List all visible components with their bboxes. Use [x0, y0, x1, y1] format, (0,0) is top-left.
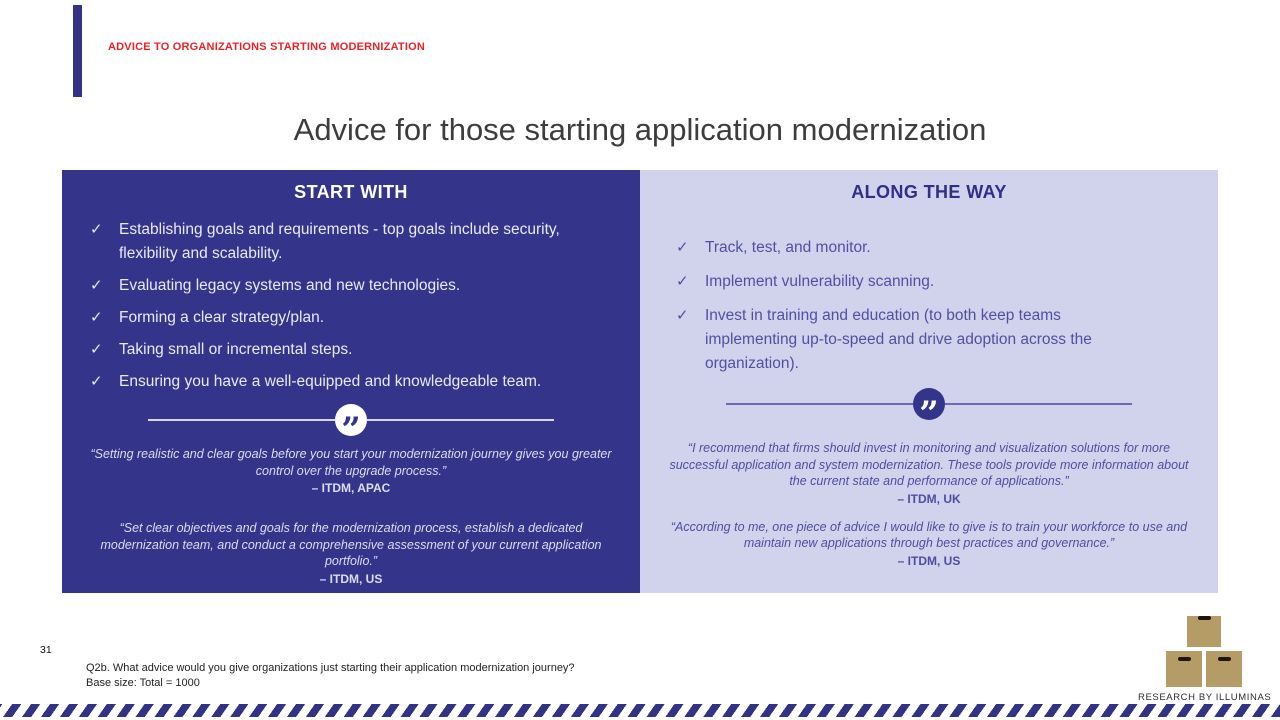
bullet-item: ✓ Track, test, and monitor. [676, 236, 1188, 260]
logo-box [1187, 616, 1221, 647]
bullet-item: ✓ Taking small or incremental steps. [90, 338, 612, 362]
quote-icon: ” [913, 388, 945, 420]
quote-text: “According to me, one piece of advice I … [670, 519, 1188, 551]
checkmark-icon: ✓ [676, 239, 689, 256]
panel-start-with-header: START WITH [294, 182, 408, 202]
bullet-item: ✓ Ensuring you have a well-equipped and … [90, 370, 612, 394]
kicker-label: ADVICE TO ORGANIZATIONS STARTING MODERNI… [108, 41, 425, 53]
checkmark-icon: ✓ [90, 373, 103, 390]
checkmark-icon: ✓ [676, 273, 689, 290]
quote-block: “Setting realistic and clear goals befor… [62, 446, 640, 496]
bullet-item: ✓ Establishing goals and requirements - … [90, 218, 612, 266]
bullet-item: ✓ Invest in training and education (to b… [676, 304, 1188, 376]
quote-attribution: – ITDM, US [897, 553, 961, 568]
checkmark-icon: ✓ [90, 309, 103, 326]
checkmark-icon: ✓ [90, 277, 103, 294]
quote-text: “Setting realistic and clear goals befor… [90, 447, 612, 478]
footnote-base-size: Base size: Total = 1000 [86, 677, 200, 689]
illuminas-logo: RESEARCH BY ILLUMINAS [1138, 610, 1272, 703]
bullet-item: ✓ Forming a clear strategy/plan. [90, 306, 612, 330]
logo-box-slot [1197, 616, 1211, 620]
start-with-bullet-list: ✓ Establishing goals and requirements - … [90, 218, 612, 394]
bottom-hatch-decoration [0, 704, 1280, 717]
start-with-quotes: “Setting realistic and clear goals befor… [62, 446, 640, 587]
quote-glyph: ” [919, 394, 939, 420]
logo-box-slot [1177, 657, 1191, 661]
quote-block: “According to me, one piece of advice I … [640, 519, 1218, 569]
logo-box-row [1166, 651, 1242, 687]
checkmark-icon: ✓ [90, 341, 103, 358]
panel-along-the-way: ALONG THE WAY ✓ Track, test, and monitor… [640, 170, 1218, 593]
checkmark-icon: ✓ [90, 221, 103, 238]
bullet-text: Invest in training and education (to bot… [705, 307, 1092, 372]
logo-caption: RESEARCH BY ILLUMINAS [1138, 692, 1272, 703]
bullet-text: Forming a clear strategy/plan. [119, 309, 325, 326]
page-number: 31 [40, 644, 52, 656]
quote-block: “I recommend that firms should invest in… [640, 440, 1218, 507]
quote-attribution: – ITDM, UK [897, 491, 961, 506]
bullet-item: ✓ Evaluating legacy systems and new tech… [90, 274, 612, 298]
quote-icon: ” [335, 404, 367, 436]
quote-attribution: – ITDM, APAC [311, 481, 391, 495]
divider-line [367, 419, 554, 421]
footnote-question: Q2b. What advice would you give organiza… [86, 662, 575, 674]
panels-container: START WITH ✓ Establishing goals and requ… [62, 170, 1218, 593]
bullet-text: Evaluating legacy systems and new techno… [119, 277, 461, 294]
bullet-text: Ensuring you have a well-equipped and kn… [119, 373, 542, 390]
along-the-way-quotes: “I recommend that firms should invest in… [640, 440, 1218, 569]
page-title: Advice for those starting application mo… [293, 112, 987, 147]
along-the-way-bullet-list: ✓ Track, test, and monitor. ✓ Implement … [676, 236, 1188, 376]
quote-block: “Set clear objectives and goals for the … [62, 520, 640, 587]
panel-start-with: START WITH ✓ Establishing goals and requ… [62, 170, 640, 593]
bullet-item: ✓ Implement vulnerability scanning. [676, 270, 1188, 294]
bullet-text: Establishing goals and requirements - to… [119, 221, 560, 262]
bullet-text: Implement vulnerability scanning. [705, 273, 935, 290]
quote-divider: ” [726, 388, 1132, 420]
quote-text: “Set clear objectives and goals for the … [100, 521, 602, 568]
logo-box [1206, 651, 1242, 687]
logo-box [1166, 651, 1202, 687]
footnote: Q2b. What advice would you give organiza… [86, 661, 575, 691]
divider-line [945, 403, 1132, 405]
bullet-text: Taking small or incremental steps. [119, 341, 353, 358]
divider-line [148, 419, 335, 421]
checkmark-icon: ✓ [676, 307, 689, 324]
quote-text: “I recommend that firms should invest in… [669, 441, 1189, 488]
logo-box-slot [1217, 657, 1231, 661]
quote-glyph: ” [341, 410, 361, 436]
panel-along-the-way-header: ALONG THE WAY [851, 182, 1007, 202]
bullet-text: Track, test, and monitor. [705, 239, 871, 256]
accent-bar [73, 5, 82, 97]
boxes-logo-icon [1166, 616, 1242, 687]
quote-divider: ” [148, 404, 554, 436]
quote-attribution: – ITDM, US [319, 571, 383, 586]
divider-line [726, 403, 913, 405]
